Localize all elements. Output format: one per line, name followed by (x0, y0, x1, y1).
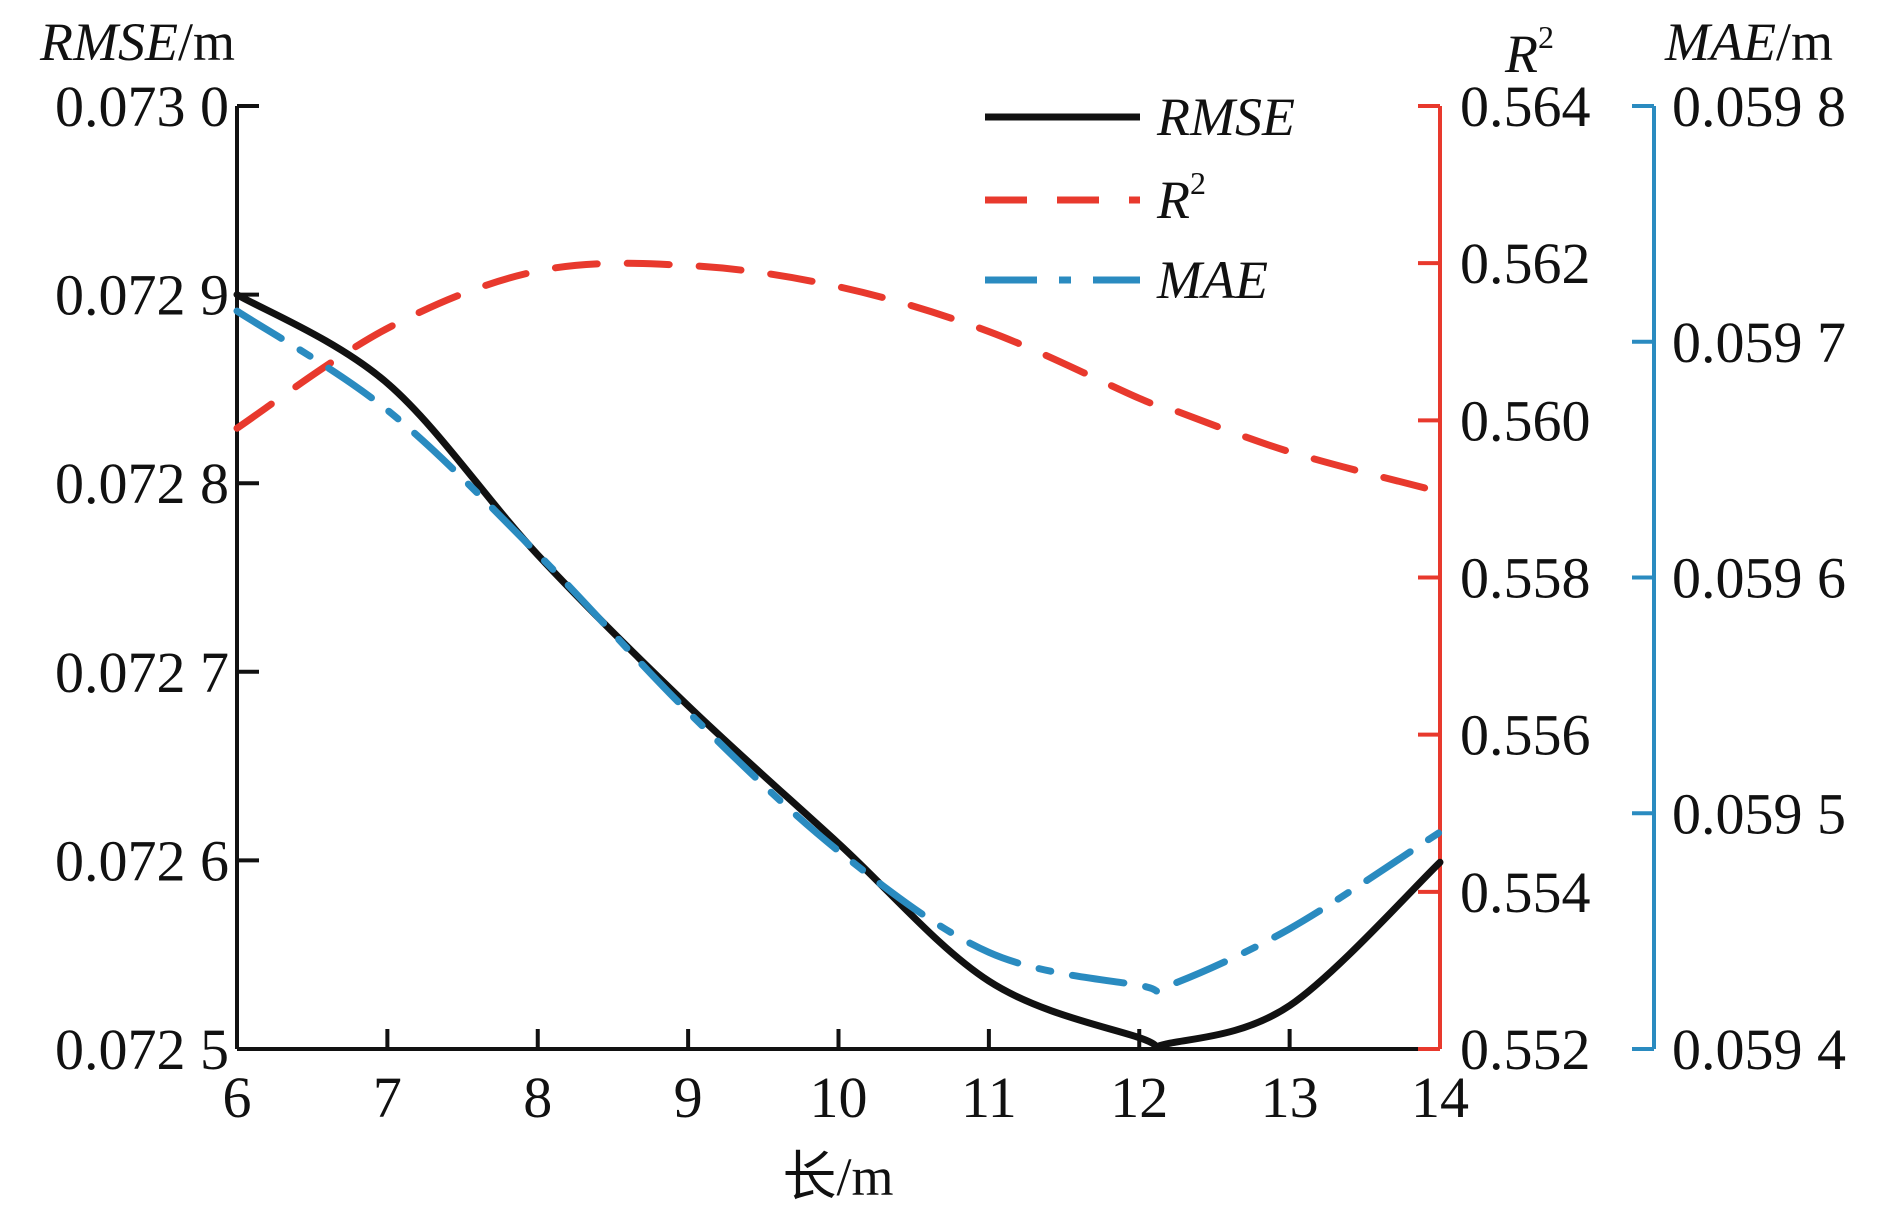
legend-label-r2: R2 (1156, 165, 1206, 230)
axes: 0.072 5 0.072 6 0.072 7 0.072 8 0.072 9 0.073… (39, 12, 1846, 1130)
r2-tick-label: 0.556 (1460, 703, 1591, 768)
left-tick-label: 0.072 9 (55, 263, 229, 328)
legend-label-rmse: RMSE (1156, 87, 1295, 147)
x-tick-label: 12 (1110, 1065, 1168, 1130)
mae-tick-label: 0.059 6 (1672, 546, 1846, 611)
series-line-r2 (233, 259, 1444, 496)
r2-tick-label: 0.552 (1460, 1017, 1591, 1082)
mae-tick-label: 0.059 5 (1672, 781, 1846, 846)
x-tick-label: 14 (1411, 1065, 1469, 1130)
series-line-rmse (233, 291, 1444, 1051)
legend: RMSE R2 MAE (985, 87, 1295, 310)
x-tick-label: 9 (674, 1065, 703, 1130)
x-tick-label: 7 (373, 1065, 402, 1130)
left-tick-label: 0.072 8 (55, 451, 229, 516)
x-tick-label: 10 (810, 1065, 868, 1130)
r2-tick-label: 0.562 (1460, 231, 1591, 296)
mae-tick-label: 0.059 7 (1672, 310, 1846, 375)
x-tick-label: 11 (961, 1065, 1017, 1130)
x-tick-label: 13 (1261, 1065, 1319, 1130)
r2-axis-title: R2 (1504, 19, 1554, 84)
x-axis-title: 长/m (782, 1147, 893, 1207)
left-tick-label: 0.072 7 (55, 640, 229, 705)
mae-axis-title: MAE/m (1664, 12, 1833, 72)
series (233, 259, 1444, 1051)
left-tick-label: 0.072 6 (55, 828, 229, 893)
r2-tick-label: 0.554 (1460, 860, 1591, 925)
left-axis-title: RMSE/m (39, 12, 235, 72)
legend-label-mae: MAE (1156, 250, 1268, 310)
x-tick-label: 8 (523, 1065, 552, 1130)
r2-tick-label: 0.560 (1460, 388, 1591, 453)
series-line-mae (233, 307, 1444, 995)
left-tick-label: 0.072 5 (55, 1017, 229, 1082)
x-tick-label: 6 (223, 1065, 252, 1130)
r2-tick-label: 0.558 (1460, 546, 1591, 611)
mae-tick-label: 0.059 4 (1672, 1017, 1846, 1082)
mae-tick-label: 0.059 8 (1672, 74, 1846, 139)
r2-tick-label: 0.564 (1460, 74, 1591, 139)
left-tick-label: 0.073 0 (55, 74, 229, 139)
